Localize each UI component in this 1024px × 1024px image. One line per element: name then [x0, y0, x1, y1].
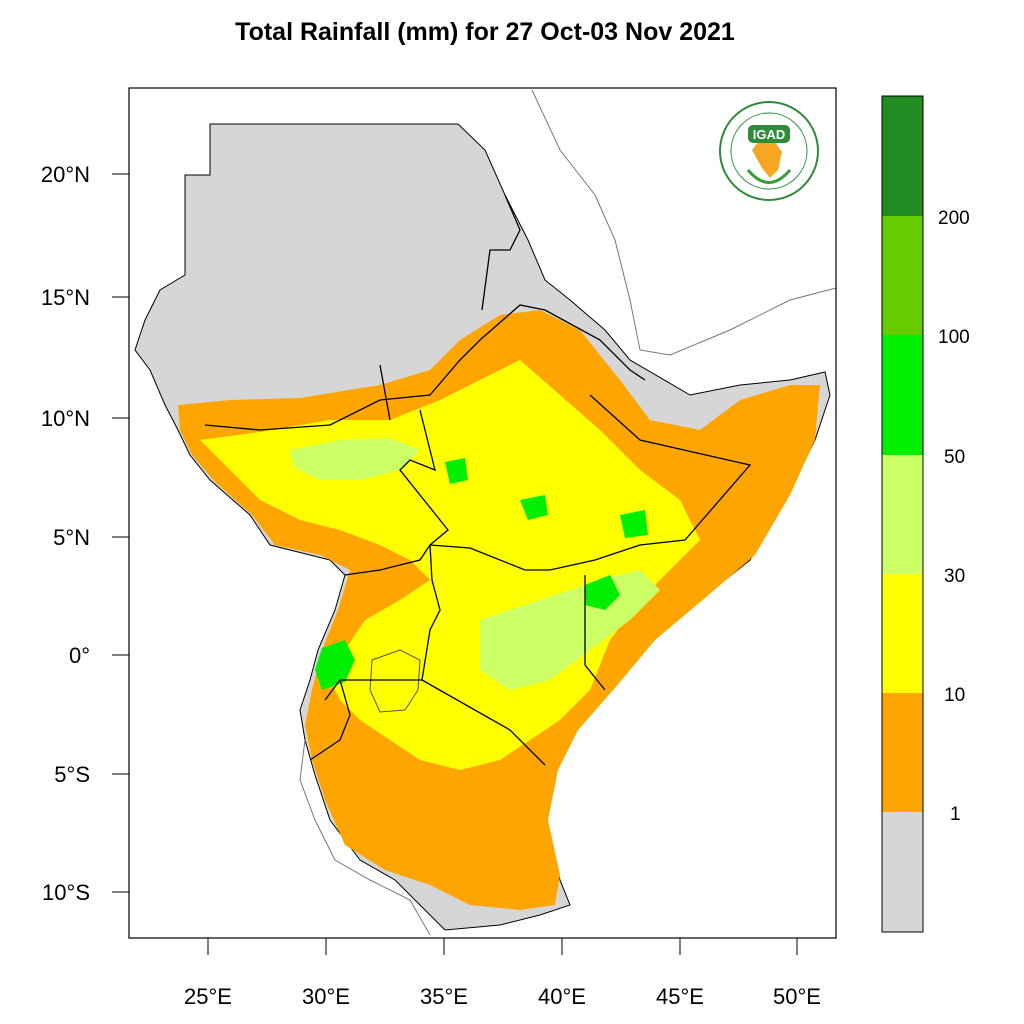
colorbar-swatch-10-30: [882, 574, 923, 693]
colorbar-swatch-50-100: [882, 335, 923, 455]
lat-label-0: 0°: [69, 643, 90, 668]
lon-label-25E: 25°E: [184, 984, 232, 1009]
igad-logo: IGAD: [719, 101, 819, 201]
lon-label-45E: 45°E: [656, 984, 704, 1009]
colorbar-swatch-above-200: [882, 96, 923, 216]
rain-band-50-100-e: [445, 458, 468, 484]
colorbar-swatch-1-10: [882, 693, 923, 812]
rain-band-30-50: [290, 438, 420, 480]
lake-victoria: [369, 649, 421, 713]
rain-band-50-100-a: [315, 640, 355, 690]
rain-band-50-100-d: [620, 510, 648, 538]
colorbar-label-30: 30: [944, 566, 965, 587]
rain-band-50-100-c: [520, 495, 548, 520]
logo-africa-icon: [752, 140, 782, 178]
lat-label-10S: 10°S: [42, 880, 90, 905]
lon-axis: 25°E 30°E 35°E 40°E 45°E 50°E: [184, 938, 821, 1009]
logo-laurel-icon: [746, 169, 792, 184]
colorbar-label-200: 200: [938, 208, 970, 229]
colorbar-label-1: 1: [950, 804, 961, 825]
lat-axis: 20°N 15°N 10°N 5°N 0° 5°S 10°S: [41, 162, 129, 905]
colorbar-label-50: 50: [944, 447, 965, 468]
country-borders: [204, 194, 752, 766]
colorbar-label-10: 10: [944, 685, 965, 706]
colorbar-swatch-30-50: [882, 455, 923, 574]
colorbar-swatch-100-200: [882, 216, 923, 335]
outer-coastlines: [299, 89, 837, 936]
lon-label-30E: 30°E: [302, 984, 350, 1009]
logo-badge: [748, 125, 790, 143]
map-body: [134, 89, 837, 936]
lat-label-20N: 20°N: [41, 162, 90, 187]
colorbar-swatch-below-1: [882, 812, 923, 932]
lat-label-5N: 5°N: [53, 525, 90, 550]
lon-label-35E: 35°E: [420, 984, 468, 1009]
lon-label-40E: 40°E: [538, 984, 586, 1009]
logo-text: IGAD: [753, 127, 786, 142]
colorbar-outline: [881, 95, 924, 933]
lat-label-15N: 15°N: [41, 285, 90, 310]
lat-label-5S: 5°S: [54, 762, 90, 787]
map-frame: [128, 87, 837, 939]
rain-band-50-100-b: [585, 575, 620, 610]
colorbar: 1 10 30 50 100 200: [881, 95, 970, 933]
lon-label-50E: 50°E: [773, 984, 821, 1009]
colorbar-label-100: 100: [938, 327, 970, 348]
lat-label-10N: 10°N: [41, 406, 90, 431]
map-title: Total Rainfall (mm) for 27 Oct-03 Nov 20…: [235, 18, 735, 46]
